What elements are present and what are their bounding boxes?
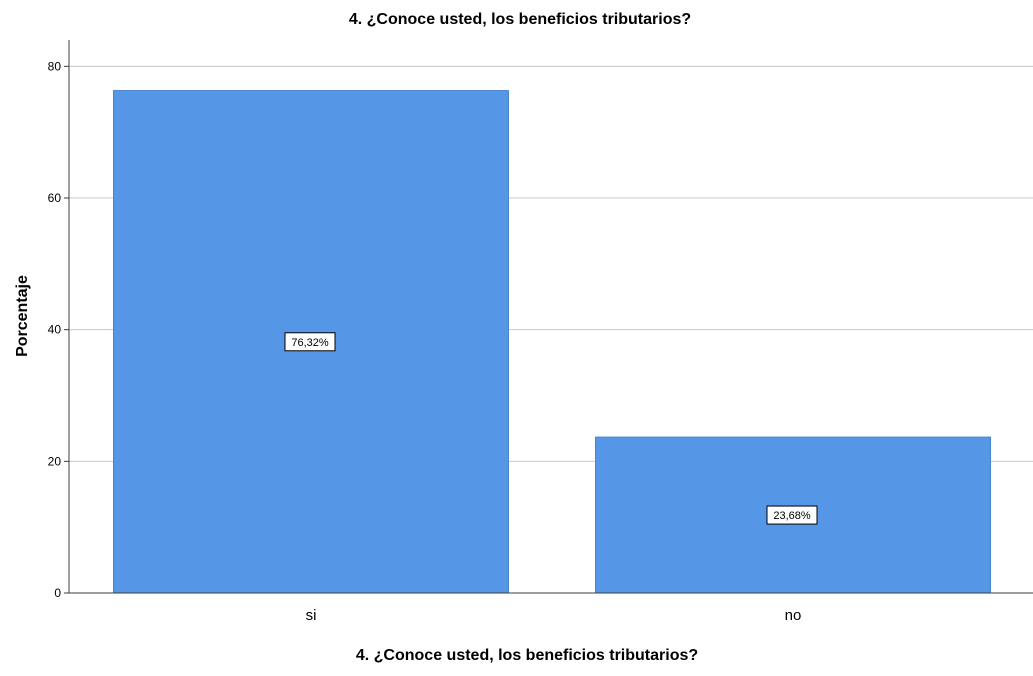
data-label-no: 23,68% <box>773 510 811 522</box>
x-tick-label-no: no <box>785 607 802 624</box>
y-tick-label: 20 <box>48 454 62 468</box>
data-labels: 76,32% 23,68% <box>284 332 818 525</box>
x-axis-label: 4. ¿Conoce usted, los beneficios tributa… <box>356 647 698 664</box>
y-tick-label: 40 <box>48 323 62 337</box>
y-tick-label: 80 <box>48 59 62 73</box>
data-label-box <box>284 332 336 352</box>
x-tick-label-si: si <box>306 607 317 624</box>
y-axis-label: Porcentaje <box>14 275 31 357</box>
bars <box>113 90 991 594</box>
chart-title: 4. ¿Conoce usted, los beneficios tributa… <box>349 11 691 28</box>
y-tick-label: 60 <box>48 191 62 205</box>
data-label-si: 76,32% <box>291 337 329 349</box>
axes: 0 20 40 60 80 si no <box>48 40 1033 624</box>
y-tick-label: 0 <box>54 586 61 600</box>
data-label-box <box>766 505 818 525</box>
